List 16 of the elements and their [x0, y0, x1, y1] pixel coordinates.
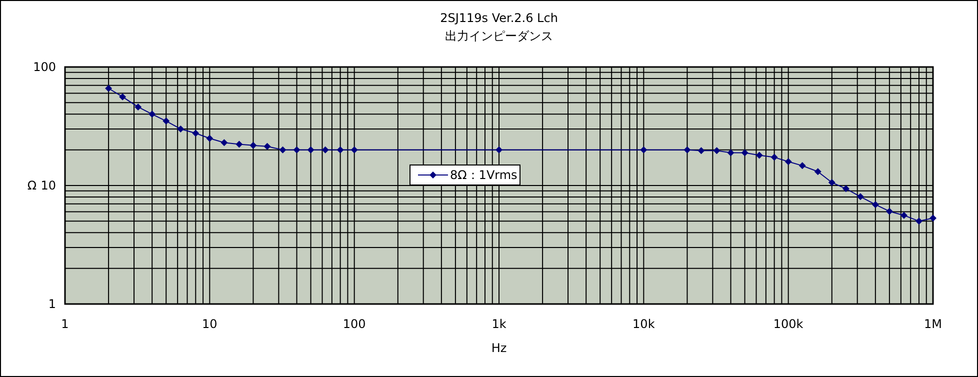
- chart-title: 2SJ119s Ver.2.6 Lch: [440, 11, 558, 25]
- y-axis-title: Ω: [27, 178, 37, 192]
- x-tick-label: 10: [202, 317, 218, 331]
- y-tick-label: 100: [33, 60, 56, 74]
- chart-subtitle: 出力インピーダンス: [445, 29, 553, 43]
- y-tick-label: 10: [40, 178, 56, 192]
- x-tick-label: 1M: [924, 317, 942, 331]
- x-tick-label: 1k: [492, 317, 506, 331]
- x-tick-label: 1: [61, 317, 69, 331]
- x-tick-label: 10k: [632, 317, 655, 331]
- y-tick-label: 1: [48, 297, 56, 311]
- legend-label: 8Ω：1Vrms: [450, 168, 518, 182]
- x-tick-label: 100k: [773, 317, 804, 331]
- x-tick-label: 100: [342, 317, 366, 331]
- legend: 8Ω：1Vrms: [410, 164, 520, 186]
- x-axis-title: Hz: [491, 341, 507, 355]
